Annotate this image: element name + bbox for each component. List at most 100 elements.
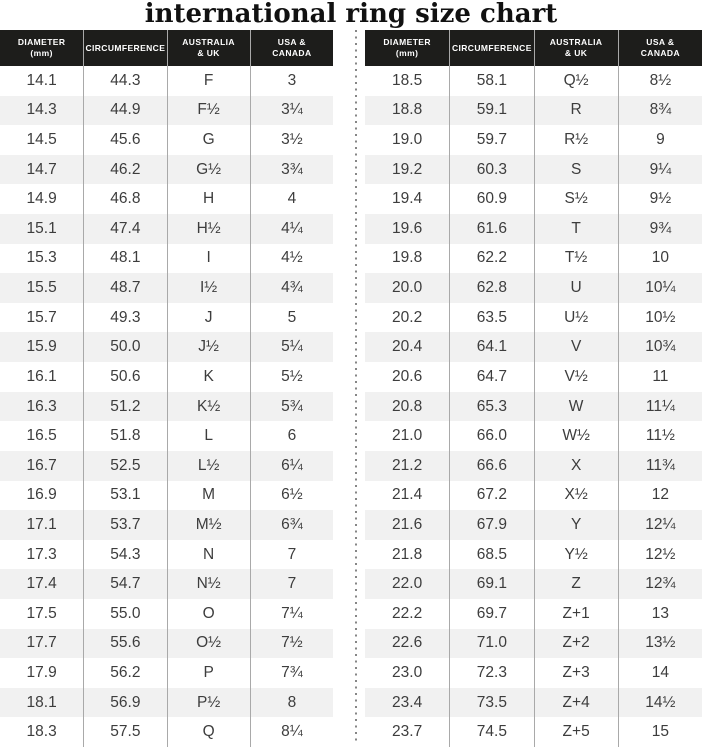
table-row: 23.0 72.3 Z+3 14 (365, 658, 702, 688)
table-cell: 18.1 (26, 693, 57, 711)
table-cell: 6¼ (249, 450, 333, 481)
table-cell: 65.3 (449, 391, 533, 422)
table-cell: 57.5 (83, 717, 166, 747)
table-row: 19.0 59.7 R½ 9 (365, 125, 702, 155)
table-cell: L (166, 421, 250, 451)
table-row: 22.6 71.0 Z+2 13½ (365, 628, 702, 659)
table-row: 14.1 44.3 F 3 (0, 66, 333, 96)
table-cell: 12 (617, 480, 702, 511)
column-header-line: AUSTRALIA (182, 37, 235, 47)
table-row: 19.2 60.3 S 9¼ (365, 154, 702, 185)
table-cell: 8¼ (249, 717, 333, 747)
table-cell: M (166, 480, 250, 511)
table-cell: 21.6 (392, 515, 423, 533)
table-cell: G (166, 125, 250, 155)
table-cell: Z (533, 569, 618, 599)
table-cell: 22.6 (392, 634, 423, 652)
table-row: 17.7 55.6 O½ 7½ (0, 628, 333, 659)
table-row: 16.7 52.5 L½ 6¼ (0, 450, 333, 481)
table-cell: Z+1 (533, 598, 618, 629)
table-cell: 54.3 (83, 539, 166, 570)
column-header-line: USA & (646, 37, 675, 47)
tables-row: DIAMETER (mm) CIRCUMFERENCE AUSTRALIA & UK US… (0, 30, 702, 747)
table-cell: 58.1 (449, 66, 533, 96)
table-row: 20.2 63.5 U½ 10½ (365, 302, 702, 333)
table-cell: R½ (533, 125, 618, 155)
table-cell: 11½ (617, 421, 702, 451)
table-cell: 9¼ (617, 154, 702, 185)
table-cell: I½ (166, 273, 250, 303)
column-header: AUSTRALIA & UK (533, 30, 618, 66)
table-cell: N (166, 539, 250, 570)
table-cell: 13 (617, 598, 702, 629)
table-cell: O½ (166, 628, 250, 659)
table-cell: 11¾ (617, 450, 702, 481)
table-row: 22.0 69.1 Z 12¾ (365, 569, 702, 599)
table-cell: 19.0 (392, 131, 423, 149)
table-cell: 12½ (617, 539, 702, 570)
table-cell: 5¾ (249, 391, 333, 422)
table-row: 21.4 67.2 X½ 12 (365, 480, 702, 511)
table-cell: 17.7 (26, 634, 57, 652)
table-cell: 21.4 (392, 486, 423, 504)
table-cell: 51.2 (83, 391, 166, 422)
table-cell: 46.2 (83, 154, 166, 185)
table-row: 14.5 45.6 G 3½ (0, 125, 333, 155)
table-cell: 7½ (249, 628, 333, 659)
table-cell: J (166, 302, 250, 333)
table-cell: 45.6 (83, 125, 166, 155)
table-cell: 14.1 (26, 71, 57, 89)
table-cell: 46.8 (83, 184, 166, 215)
table-cell: 7¾ (249, 658, 333, 688)
table-cell: 21.2 (392, 456, 423, 474)
table-cell: 10½ (617, 302, 702, 333)
table-row: 18.8 59.1 R 8¾ (365, 95, 702, 126)
table-cell: 16.3 (26, 397, 57, 415)
column-header-line: DIAMETER (383, 37, 431, 47)
column-header-line: DIAMETER (17, 37, 66, 47)
column-header: DIAMETER (mm) (0, 30, 83, 66)
table-cell: Y (533, 510, 618, 540)
table-row: 17.1 53.7 M½ 6¾ (0, 510, 333, 540)
table-cell: 44.3 (83, 66, 166, 96)
column-header-line: (mm) (30, 48, 53, 58)
table-cell: H (166, 184, 250, 215)
table-row: 20.0 62.8 U 10¼ (365, 273, 702, 303)
table-row: 16.3 51.2 K½ 5¾ (0, 391, 333, 422)
table-header: DIAMETER (mm) CIRCUMFERENCE AUSTRALIA & UK US… (0, 30, 333, 66)
table-cell: 18.5 (392, 71, 423, 89)
table-cell: S (533, 154, 618, 185)
table-cell: 7 (249, 539, 333, 570)
table-cell: J½ (166, 332, 250, 363)
table-row: 21.2 66.6 X 11¾ (365, 450, 702, 481)
table-row: 21.6 67.9 Y 12¼ (365, 510, 702, 540)
table-row: 17.3 54.3 N 7 (0, 539, 333, 570)
table-cell: 4½ (249, 243, 333, 274)
table-row: 20.4 64.1 V 10¾ (365, 332, 702, 363)
table-cell: 21.0 (392, 427, 423, 445)
table-cell: O (166, 598, 250, 629)
table-cell: 49.3 (83, 302, 166, 333)
table-cell: 68.5 (449, 539, 533, 570)
table-cell: X (533, 450, 618, 481)
table-cell: 15.5 (26, 279, 57, 297)
ring-size-table-left: DIAMETER (mm) CIRCUMFERENCE AUSTRALIA & UK US… (0, 30, 333, 747)
table-cell: 15.3 (26, 249, 57, 267)
table-cell: H½ (166, 214, 250, 244)
table-cell: F (166, 66, 250, 96)
table-cell: 11 (617, 362, 702, 392)
table-cell: 12¾ (617, 569, 702, 599)
table-cell: V (533, 332, 618, 363)
column-header-line: & UK (564, 48, 588, 58)
table-cell: 9¾ (617, 214, 702, 244)
column-header: CIRCUMFERENCE (449, 30, 533, 66)
column-header: CIRCUMFERENCE (83, 30, 166, 66)
table-cell: 8½ (617, 66, 702, 96)
table-cell: T½ (533, 243, 618, 274)
table-cell: F½ (166, 95, 250, 126)
table-cell: 9½ (617, 184, 702, 215)
table-body: 18.5 58.1 Q½ 8½ 18.8 59.1 R 8¾ 19.0 59.7 R½ 9 19.2 60… (365, 66, 702, 747)
table-cell: 10 (617, 243, 702, 274)
table-cell: Y½ (533, 539, 618, 570)
